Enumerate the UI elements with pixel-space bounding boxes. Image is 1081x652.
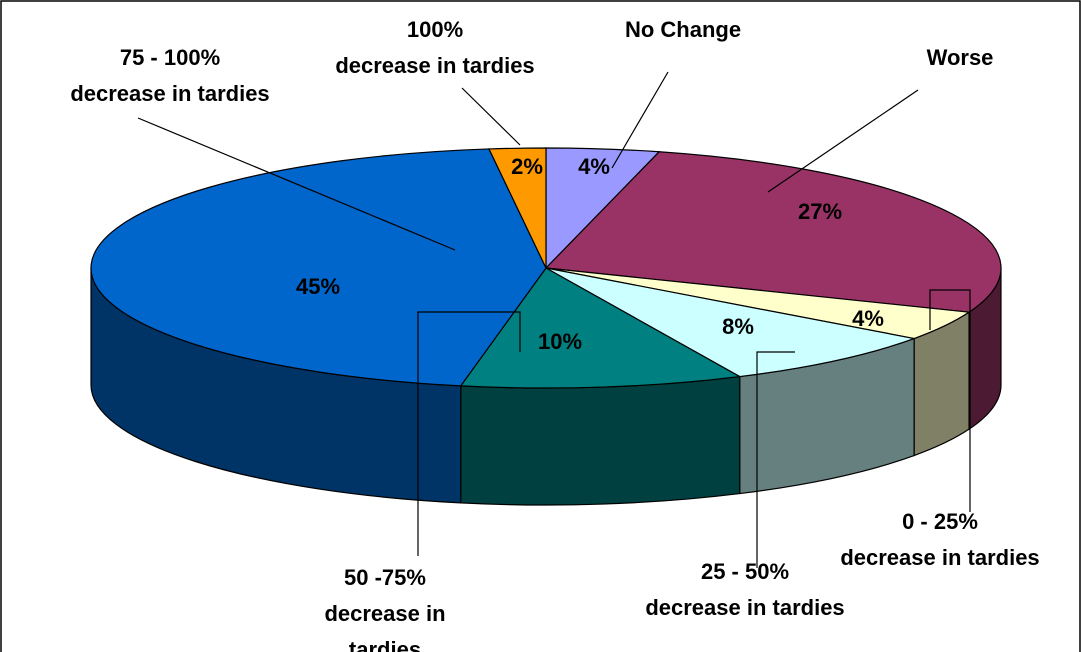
leader-line [611, 71, 669, 169]
pie-sides [90, 267, 1002, 506]
category-label: 25 - 50% decrease in tardies [645, 559, 845, 620]
leader-line [756, 351, 795, 568]
value-label: 4% [578, 154, 610, 179]
value-label: 2% [511, 154, 543, 179]
slice [459, 267, 742, 389]
slice [545, 267, 917, 378]
slice [488, 147, 547, 269]
category-label: 100% decrease in tardies [335, 17, 535, 78]
leader-line [417, 311, 521, 556]
value-label: 8% [722, 314, 754, 339]
value-label: 4% [852, 306, 884, 331]
category-label: 50 -75% decrease in tardies [324, 565, 446, 652]
leader-line [767, 89, 919, 193]
category-label: 75 - 100% decrease in tardies [70, 45, 270, 106]
category-label: No Change [624, 17, 742, 42]
leader-lines [137, 71, 971, 568]
pie-tops [90, 147, 1002, 389]
slice [544, 151, 1002, 313]
leader-line [929, 289, 971, 512]
value-label: 45% [296, 274, 340, 299]
leader-line [137, 117, 456, 251]
value-label: 10% [538, 329, 582, 354]
value-labels: 4% 27% 4% 8% 10% 45% 2% [296, 154, 884, 354]
slice-side [460, 375, 741, 506]
category-label: Worse [926, 45, 994, 70]
slice [90, 148, 547, 387]
value-label: 27% [798, 199, 842, 224]
leader-line [461, 87, 521, 146]
category-label: 0 - 25% decrease in tardies [840, 509, 1040, 570]
